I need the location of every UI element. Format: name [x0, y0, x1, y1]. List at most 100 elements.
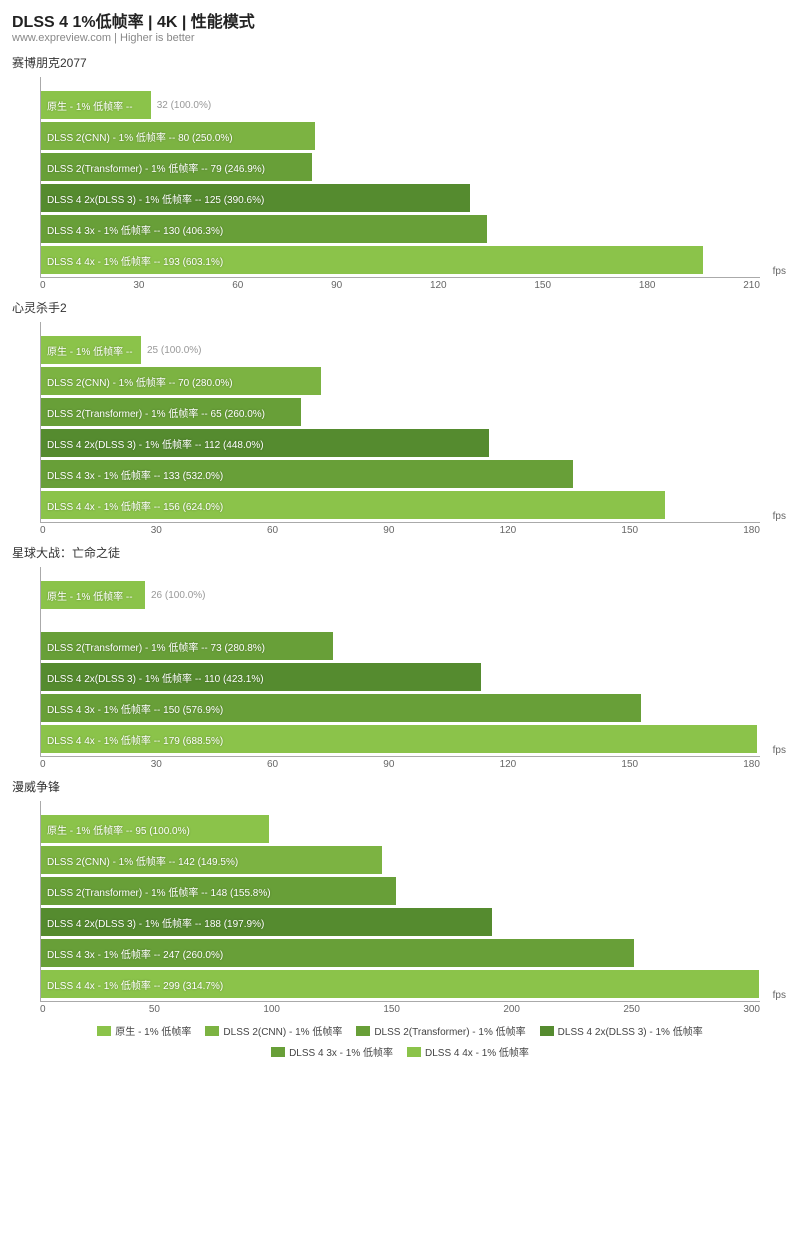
legend-swatch [97, 1026, 111, 1036]
bar-gap [41, 612, 760, 632]
bar: DLSS 2(Transformer) - 1% 低帧率 -- 148 (155… [41, 877, 396, 905]
bar-row: DLSS 4 4x - 1% 低帧率 -- 179 (688.5%) [41, 725, 760, 753]
bar-row: 原生 - 1% 低帧率 -- 25 (100.0%) [41, 336, 760, 364]
axis-tick: 60 [267, 759, 278, 770]
bar: DLSS 4 2x(DLSS 3) - 1% 低帧率 -- 188 (197.9… [41, 908, 492, 936]
legend-swatch [205, 1026, 219, 1036]
legend-swatch [271, 1047, 285, 1057]
legend-swatch [356, 1026, 370, 1036]
bar-row: 原生 - 1% 低帧率 -- 95 (100.0%) [41, 815, 760, 843]
chart-section: 赛博朋克2077 原生 - 1% 低帧率 -- 32 (100.0%) DLSS 2(… [12, 54, 788, 291]
axis-tick: 50 [149, 1004, 160, 1015]
bar-label: 原生 - 1% 低帧率 -- [47, 343, 133, 358]
axis-tick: 150 [534, 280, 551, 291]
legend-label: DLSS 4 3x - 1% 低帧率 [289, 1044, 393, 1059]
bars-area: 原生 - 1% 低帧率 -- 95 (100.0%) DLSS 2(CNN) - … [40, 801, 760, 1002]
axis-tick: 120 [500, 525, 517, 536]
bar-row: DLSS 4 2x(DLSS 3) - 1% 低帧率 -- 112 (448.0… [41, 429, 760, 457]
bar-row: DLSS 2(Transformer) - 1% 低帧率 -- 148 (155… [41, 877, 760, 905]
legend: 原生 - 1% 低帧率 DLSS 2(CNN) - 1% 低帧率 DLSS 2(Tr… [12, 1023, 788, 1059]
bar: DLSS 4 2x(DLSS 3) - 1% 低帧率 -- 110 (423.1… [41, 663, 481, 691]
bar-label: DLSS 4 4x - 1% 低帧率 -- 193 (603.1%) [47, 253, 223, 268]
bar-row: DLSS 4 3x - 1% 低帧率 -- 133 (532.0%) [41, 460, 760, 488]
axis-tick: 250 [623, 1004, 640, 1015]
chart-section: 心灵杀手2原生 - 1% 低帧率 --25 (100.0%)DLSS 2(CNN… [12, 299, 788, 536]
axis-tick: 120 [430, 280, 447, 291]
axis-tick: 90 [383, 759, 394, 770]
chart-title: DLSS 4 1%低帧率 | 4K | 性能模式 [12, 8, 788, 32]
bars-area: 原生 - 1% 低帧率 --26 (100.0%)DLSS 2(Transfor… [40, 567, 760, 757]
bar: DLSS 4 4x - 1% 低帧率 -- 193 (603.1%) [41, 246, 703, 274]
legend-item: 原生 - 1% 低帧率 [97, 1023, 191, 1038]
bar-row: DLSS 4 4x - 1% 低帧率 -- 299 (314.7%) [41, 970, 760, 998]
bar-label: DLSS 4 2x(DLSS 3) - 1% 低帧率 -- 188 (197.9… [47, 915, 264, 930]
legend-swatch [407, 1047, 421, 1057]
bar-label: DLSS 4 3x - 1% 低帧率 -- 130 (406.3%) [47, 222, 223, 237]
bar: DLSS 2(Transformer) - 1% 低帧率 -- 65 (260.… [41, 398, 301, 426]
charts-container: 赛博朋克2077 原生 - 1% 低帧率 -- 32 (100.0%) DLSS 2(… [12, 54, 788, 1015]
chart-subtitle: www.expreview.com | Higher is better [12, 32, 788, 44]
axis-tick: 90 [331, 280, 342, 291]
legend-item: DLSS 4 3x - 1% 低帧率 [271, 1044, 393, 1059]
x-axis: 0306090120150180fps [40, 525, 760, 536]
bar: DLSS 2(CNN) - 1% 低帧率 -- 80 (250.0%) [41, 122, 315, 150]
bar-label: DLSS 4 4x - 1% 低帧率 -- 299 (314.7%) [47, 977, 223, 992]
axis-unit: fps [773, 990, 786, 1001]
bar-row: DLSS 4 3x - 1% 低帧率 -- 247 (260.0%) [41, 939, 760, 967]
bar-label: DLSS 2(CNN) - 1% 低帧率 -- 142 (149.5%) [47, 853, 238, 868]
legend-label: DLSS 2(CNN) - 1% 低帧率 [223, 1023, 342, 1038]
bar-label: DLSS 2(CNN) - 1% 低帧率 -- 80 (250.0%) [47, 129, 233, 144]
bar-label: DLSS 4 2x(DLSS 3) - 1% 低帧率 -- 125 (390.6… [47, 191, 264, 206]
legend-swatch [540, 1026, 554, 1036]
axis-tick: 180 [743, 525, 760, 536]
axis-tick: 150 [621, 759, 638, 770]
axis-tick: 60 [267, 525, 278, 536]
legend-label: DLSS 4 4x - 1% 低帧率 [425, 1044, 529, 1059]
bar-label: DLSS 4 3x - 1% 低帧率 -- 247 (260.0%) [47, 946, 223, 961]
legend-item: DLSS 4 2x(DLSS 3) - 1% 低帧率 [540, 1023, 703, 1038]
chart-game-title: 漫威争锋 [12, 778, 788, 795]
axis-tick: 30 [151, 525, 162, 536]
bar-row: 原生 - 1% 低帧率 -- 32 (100.0%) [41, 91, 760, 119]
axis-tick: 0 [40, 280, 46, 291]
x-axis: 0306090120150180fps [40, 759, 760, 770]
axis-tick: 60 [232, 280, 243, 291]
bar: DLSS 4 4x - 1% 低帧率 -- 299 (314.7%) [41, 970, 759, 998]
axis-unit: fps [773, 266, 786, 277]
axis-unit: fps [773, 745, 786, 756]
bars-area: 原生 - 1% 低帧率 -- 32 (100.0%) DLSS 2(CNN) - 1… [40, 77, 760, 278]
bar-row: DLSS 4 3x - 1% 低帧率 -- 130 (406.3%) [41, 215, 760, 243]
axis-tick: 30 [133, 280, 144, 291]
bar-row: DLSS 4 3x - 1% 低帧率 -- 150 (576.9%) [41, 694, 760, 722]
axis-tick: 30 [151, 759, 162, 770]
bar: 原生 - 1% 低帧率 -- [41, 336, 141, 364]
chart-game-title: 赛博朋克2077 [12, 54, 788, 71]
bar-value-label: 32 (100.0%) [157, 100, 211, 111]
axis-tick: 120 [500, 759, 517, 770]
bar-row: DLSS 4 4x - 1% 低帧率 -- 156 (624.0%) [41, 491, 760, 519]
bar-row: DLSS 4 2x(DLSS 3) - 1% 低帧率 -- 110 (423.1… [41, 663, 760, 691]
legend-item: DLSS 4 4x - 1% 低帧率 [407, 1044, 529, 1059]
bar-row: DLSS 2(Transformer) - 1% 低帧率 -- 65 (260.… [41, 398, 760, 426]
axis-tick: 0 [40, 759, 46, 770]
bar-label: DLSS 2(CNN) - 1% 低帧率 -- 70 (280.0%) [47, 374, 233, 389]
bar: DLSS 2(CNN) - 1% 低帧率 -- 70 (280.0%) [41, 367, 321, 395]
bar: DLSS 4 3x - 1% 低帧率 -- 150 (576.9%) [41, 694, 641, 722]
bar: DLSS 4 4x - 1% 低帧率 -- 179 (688.5%) [41, 725, 757, 753]
bar-label: DLSS 4 3x - 1% 低帧率 -- 133 (532.0%) [47, 467, 223, 482]
bar: DLSS 4 3x - 1% 低帧率 -- 247 (260.0%) [41, 939, 634, 967]
bar-row: DLSS 2(CNN) - 1% 低帧率 -- 142 (149.5%) [41, 846, 760, 874]
bar-label: DLSS 4 4x - 1% 低帧率 -- 179 (688.5%) [47, 732, 223, 747]
bar: DLSS 4 4x - 1% 低帧率 -- 156 (624.0%) [41, 491, 665, 519]
bar-value-label: 25 (100.0%) [147, 345, 201, 356]
axis-tick: 100 [263, 1004, 280, 1015]
legend-item: DLSS 2(Transformer) - 1% 低帧率 [356, 1023, 525, 1038]
bar: DLSS 2(CNN) - 1% 低帧率 -- 142 (149.5%) [41, 846, 382, 874]
bar: DLSS 2(Transformer) - 1% 低帧率 -- 73 (280.… [41, 632, 333, 660]
bar: 原生 - 1% 低帧率 -- [41, 581, 145, 609]
bar-label: DLSS 2(Transformer) - 1% 低帧率 -- 79 (246.… [47, 160, 265, 175]
bar-label: DLSS 4 2x(DLSS 3) - 1% 低帧率 -- 112 (448.0… [47, 436, 264, 451]
bar-label: 原生 - 1% 低帧率 -- [47, 98, 133, 113]
bar-label: DLSS 2(Transformer) - 1% 低帧率 -- 148 (155… [47, 884, 271, 899]
x-axis: 050100150200250300fps [40, 1004, 760, 1015]
